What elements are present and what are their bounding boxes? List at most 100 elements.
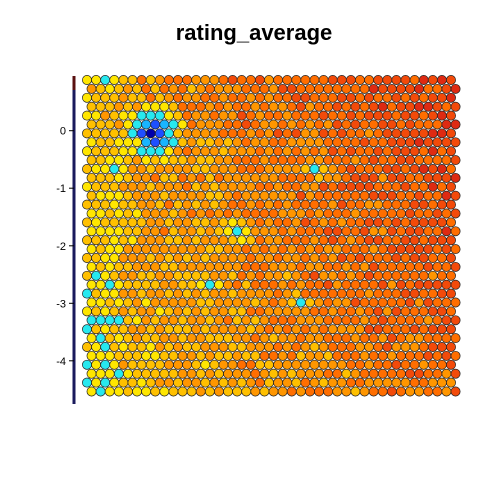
hex-cell — [127, 377, 138, 388]
hex-cell — [154, 128, 165, 139]
hex-cell — [182, 306, 193, 317]
hex-cell — [336, 253, 347, 263]
hex-cell — [132, 101, 142, 112]
hex-cell — [204, 226, 215, 237]
hex-cell — [113, 226, 124, 237]
hex-cell — [391, 181, 402, 192]
hex-cell — [336, 164, 347, 174]
hex-cell — [368, 386, 379, 397]
hex-cell — [122, 83, 133, 94]
hex-cell — [213, 350, 224, 361]
hex-cell — [300, 359, 311, 370]
hex-cell — [345, 270, 356, 281]
hex-cell — [277, 297, 288, 308]
hex-cell — [173, 270, 183, 281]
hex-cell — [332, 155, 343, 166]
hex-cell — [113, 368, 124, 379]
hex-cell — [300, 181, 311, 192]
hex-cell — [209, 377, 220, 388]
hex-cell — [332, 172, 343, 183]
hex-cell — [95, 119, 106, 130]
hex-cell — [173, 199, 183, 210]
hex-cell — [364, 128, 375, 139]
hex-cell — [213, 226, 224, 237]
hex-cell — [377, 172, 388, 183]
hex-cell — [391, 164, 402, 174]
hex-cell — [305, 137, 315, 148]
hex-cell — [359, 333, 370, 344]
hex-cell — [127, 306, 138, 317]
hex-cell — [359, 350, 370, 361]
hex-cell — [163, 181, 174, 192]
hex-cell — [136, 342, 147, 352]
hex-cell — [282, 359, 293, 370]
hex-cell — [350, 315, 361, 326]
hex-cell — [173, 128, 183, 139]
hex-cell — [218, 288, 229, 299]
hex-cell — [314, 350, 324, 361]
hex-cell — [213, 119, 224, 130]
hex-cell — [195, 119, 206, 130]
hex-cell — [318, 217, 329, 228]
hex-cell — [282, 377, 293, 388]
hex-cell — [150, 119, 161, 130]
hex-cell — [405, 333, 415, 344]
hex-cell — [382, 253, 393, 263]
hex-cell — [332, 315, 343, 326]
hex-cell — [86, 83, 97, 94]
hex-cell — [350, 333, 361, 344]
hex-cell — [436, 128, 447, 139]
hex-cell — [204, 244, 215, 255]
hex-cell — [141, 386, 152, 397]
hex-cell — [100, 110, 111, 121]
hex-cell — [95, 155, 106, 166]
hex-cell — [118, 146, 129, 157]
hex-cell — [154, 146, 165, 157]
hex-cell — [191, 128, 202, 139]
hex-cell — [236, 217, 247, 228]
hex-cell — [86, 226, 97, 237]
hex-cell — [232, 333, 243, 344]
hex-cell — [295, 386, 306, 397]
hex-cell — [91, 235, 102, 246]
hex-cell — [396, 333, 406, 344]
hex-cell — [441, 244, 452, 255]
hex-cell — [86, 119, 97, 130]
hex-cell — [227, 110, 238, 121]
hex-cell — [223, 315, 233, 326]
hex-cell — [127, 288, 138, 299]
hex-cell — [436, 75, 447, 85]
hex-cell — [405, 261, 415, 272]
hex-cell — [382, 199, 393, 210]
hex-cell — [409, 75, 420, 85]
hex-cell — [86, 368, 97, 379]
hex-cell — [327, 306, 338, 317]
hex-cell — [400, 342, 411, 352]
hex-cell — [127, 75, 138, 85]
hex-cell — [227, 253, 238, 263]
hex-cell — [245, 253, 256, 263]
hex-cell — [291, 199, 302, 210]
hex-cell — [259, 261, 270, 272]
hex-cell — [213, 386, 224, 397]
hex-cell — [414, 368, 425, 379]
hex-cell — [291, 324, 302, 335]
hex-cell — [405, 172, 415, 183]
hex-cell — [327, 342, 338, 352]
hex-cell — [291, 75, 302, 85]
hex-cell — [100, 235, 111, 246]
hex-cell — [259, 297, 270, 308]
hex-cell — [336, 342, 347, 352]
hex-cell — [163, 270, 174, 281]
hex-cell — [91, 110, 102, 121]
hex-cell — [359, 155, 370, 166]
hex-cell — [154, 288, 165, 299]
hex-cell — [227, 146, 238, 157]
hex-cell — [159, 155, 170, 166]
hex-cell — [159, 261, 170, 272]
hex-cell — [109, 164, 120, 174]
hex-cell — [91, 199, 102, 210]
hex-cell — [182, 342, 193, 352]
hex-cell — [418, 253, 429, 263]
hex-cell — [314, 226, 324, 237]
